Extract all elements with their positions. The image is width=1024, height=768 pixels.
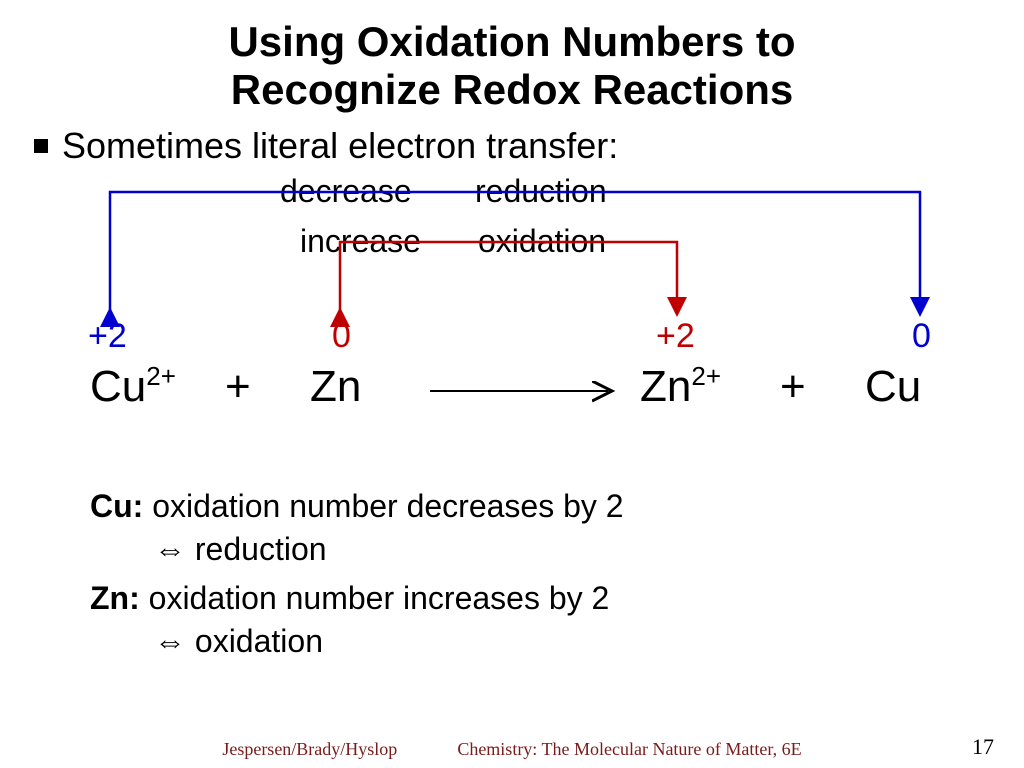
eq-plus-1: + [225, 362, 251, 412]
note-zn-text: oxidation number increases by 2 [140, 580, 610, 616]
eq-zn-right: Zn2+ [640, 362, 721, 412]
eq-zn2-sym: Zn [640, 362, 691, 411]
title-line-2: Recognize Redox Reactions [231, 66, 793, 113]
eq-cu-right: Cu [865, 362, 921, 412]
eq-cu-sup: 2+ [146, 361, 176, 391]
bullet-1: Sometimes literal electron transfer: [0, 115, 1024, 167]
slide-title: Using Oxidation Numbers to Recognize Red… [0, 0, 1024, 115]
note-cu-line1: Cu: oxidation number decreases by 2 [90, 485, 1024, 528]
eq-cu-sym: Cu [90, 362, 146, 411]
title-line-1: Using Oxidation Numbers to [228, 18, 795, 65]
oxnum-cu2-left: +2 [88, 317, 127, 356]
note-cu-line2: ⇔ reduction [90, 528, 1024, 571]
bullet-1-text: Sometimes literal electron transfer: [62, 125, 618, 167]
oxnum-cu-right: 0 [912, 317, 931, 356]
red-bracket-arrow [340, 242, 677, 312]
notes-block: Cu: oxidation number decreases by 2 ⇔ re… [0, 467, 1024, 664]
note-zn-line2: ⇔ oxidation [90, 620, 1024, 663]
note-cu-label: Cu: [90, 488, 143, 524]
arrows-svg [0, 167, 1024, 467]
eq-plus-2: + [780, 362, 806, 412]
note-zn-label: Zn: [90, 580, 140, 616]
bullet-marker-icon [34, 139, 48, 153]
eq-cu-left: Cu2+ [90, 362, 176, 412]
oxnum-zn-left: 0 [332, 317, 351, 356]
eq-zn2-sup: 2+ [691, 361, 721, 391]
page-number: 17 [972, 734, 994, 760]
footer: Jespersen/Brady/Hyslop Chemistry: The Mo… [0, 739, 1024, 760]
footer-left: Jespersen/Brady/Hyslop [222, 739, 397, 760]
eq-zn-left: Zn [310, 362, 361, 412]
redox-diagram: decrease reduction increase oxidation +2… [0, 167, 1024, 467]
blue-bracket-arrow [110, 192, 920, 312]
note-zn-line1: Zn: oxidation number increases by 2 [90, 577, 1024, 620]
note-cu-text: oxidation number decreases by 2 [143, 488, 623, 524]
footer-right: Chemistry: The Molecular Nature of Matte… [457, 739, 801, 760]
oxnum-zn2-right: +2 [656, 317, 695, 356]
